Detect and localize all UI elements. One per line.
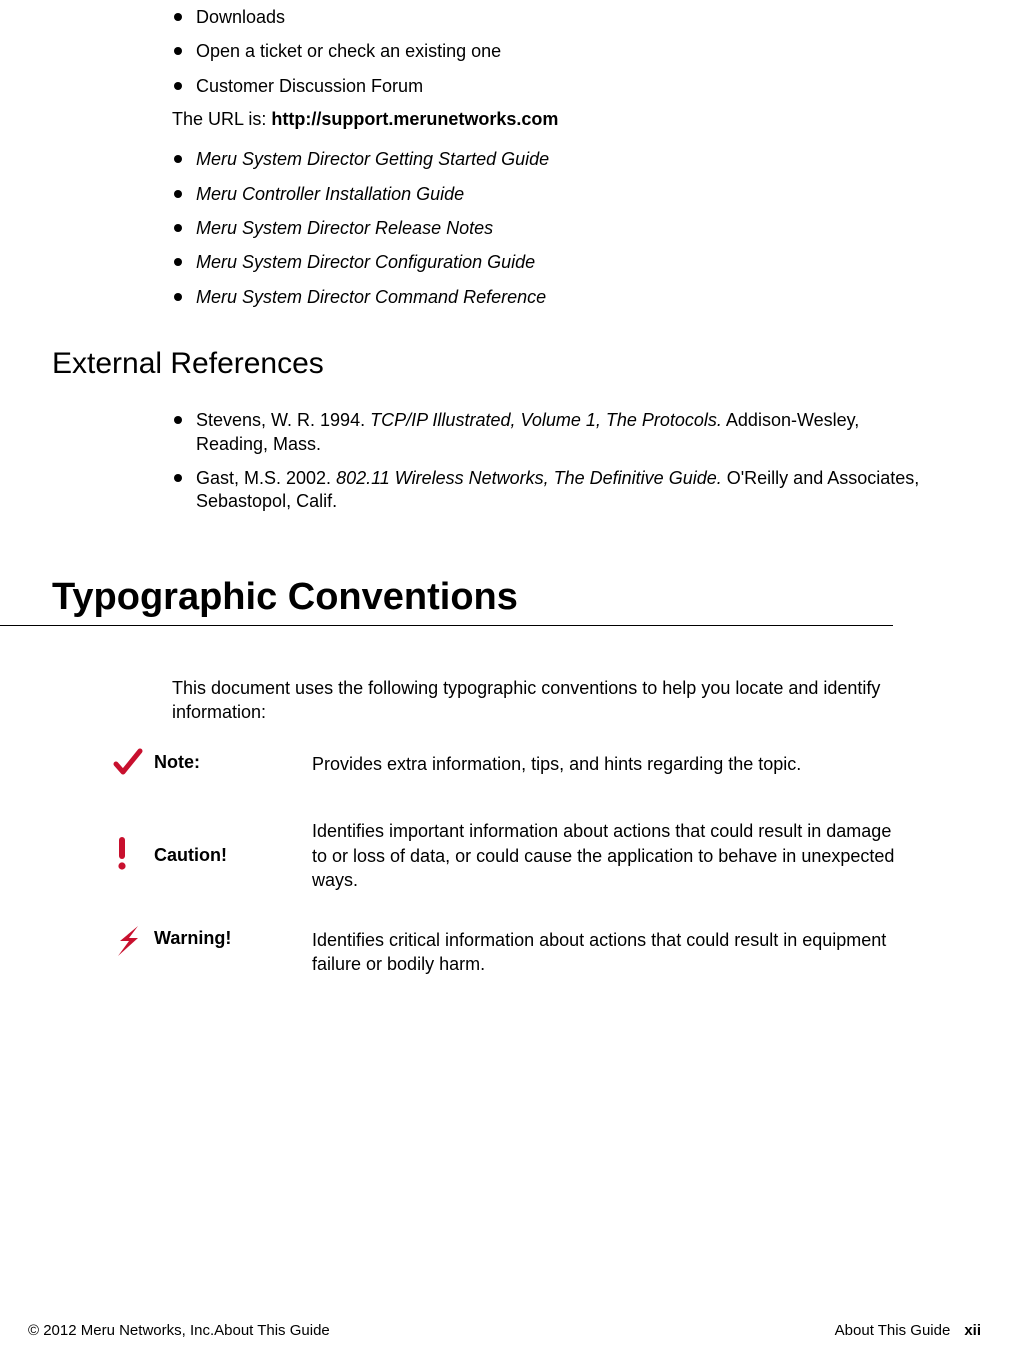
list-item-text: Meru System Director Getting Started Gui… bbox=[196, 149, 549, 169]
lightning-icon bbox=[112, 924, 154, 963]
convention-desc: Provides extra information, tips, and hi… bbox=[312, 752, 931, 776]
references-list: Stevens, W. R. 1994. TCP/IP Illustrated,… bbox=[172, 409, 931, 514]
ref-title: TCP/IP Illustrated, Volume 1, The Protoc… bbox=[370, 410, 722, 430]
conventions-intro: This document uses the following typogra… bbox=[172, 676, 931, 725]
list-item: Meru Controller Installation Guide bbox=[172, 183, 931, 206]
footer-page-number: xii bbox=[964, 1322, 981, 1339]
convention-row-warning: Warning! Identifies critical information… bbox=[172, 928, 931, 977]
footer-section-label: About This Guide bbox=[835, 1322, 951, 1339]
docs-list: Meru System Director Getting Started Gui… bbox=[172, 148, 931, 309]
url-prefix: The URL is: bbox=[172, 109, 271, 129]
list-item: Meru System Director Release Notes bbox=[172, 217, 931, 240]
list-item: Stevens, W. R. 1994. TCP/IP Illustrated,… bbox=[172, 409, 931, 456]
support-url-line: The URL is: http://support.merunetworks.… bbox=[172, 109, 931, 130]
list-item-text: Meru System Director Release Notes bbox=[196, 218, 493, 238]
convention-desc: Identifies important information about a… bbox=[312, 819, 931, 892]
convention-label: Warning! bbox=[154, 928, 312, 949]
list-item-text: Downloads bbox=[196, 7, 285, 27]
ref-pre: Stevens, W. R. 1994. bbox=[196, 410, 370, 430]
list-item-text: Customer Discussion Forum bbox=[196, 76, 423, 96]
convention-row-caution: Caution! Identifies important informatio… bbox=[172, 819, 931, 892]
page-footer: © 2012 Meru Networks, Inc.About This Gui… bbox=[0, 1322, 1013, 1339]
external-references-heading: External References bbox=[52, 347, 931, 381]
typographic-conventions-heading: Typographic Conventions bbox=[52, 576, 931, 625]
list-item: Gast, M.S. 2002. 802.11 Wireless Network… bbox=[172, 467, 931, 514]
list-item-text: Meru System Director Command Reference bbox=[196, 287, 546, 307]
list-item: Customer Discussion Forum bbox=[172, 75, 931, 98]
list-item: Downloads bbox=[172, 6, 931, 29]
list-item: Meru System Director Getting Started Gui… bbox=[172, 148, 931, 171]
convention-label: Note: bbox=[154, 752, 312, 773]
convention-label: Caution! bbox=[154, 845, 312, 866]
support-items-list: Downloads Open a ticket or check an exis… bbox=[172, 6, 931, 98]
list-item-text: Meru System Director Configuration Guide bbox=[196, 252, 535, 272]
convention-row-note: Note: Provides extra information, tips, … bbox=[172, 752, 931, 783]
exclamation-icon bbox=[112, 835, 154, 876]
list-item-text: Open a ticket or check an existing one bbox=[196, 41, 501, 61]
footer-copyright: © 2012 Meru Networks, Inc.About This Gui… bbox=[28, 1322, 330, 1339]
heading-rule bbox=[0, 625, 893, 626]
support-url: http://support.merunetworks.com bbox=[271, 109, 558, 129]
checkmark-icon bbox=[112, 748, 154, 783]
ref-pre: Gast, M.S. 2002. bbox=[196, 468, 336, 488]
convention-desc: Identifies critical information about ac… bbox=[312, 928, 931, 977]
list-item: Meru System Director Command Reference bbox=[172, 286, 931, 309]
list-item-text: Meru Controller Installation Guide bbox=[196, 184, 464, 204]
list-item: Open a ticket or check an existing one bbox=[172, 40, 931, 63]
ref-title: 802.11 Wireless Networks, The Definitive… bbox=[336, 468, 722, 488]
list-item: Meru System Director Configuration Guide bbox=[172, 251, 931, 274]
